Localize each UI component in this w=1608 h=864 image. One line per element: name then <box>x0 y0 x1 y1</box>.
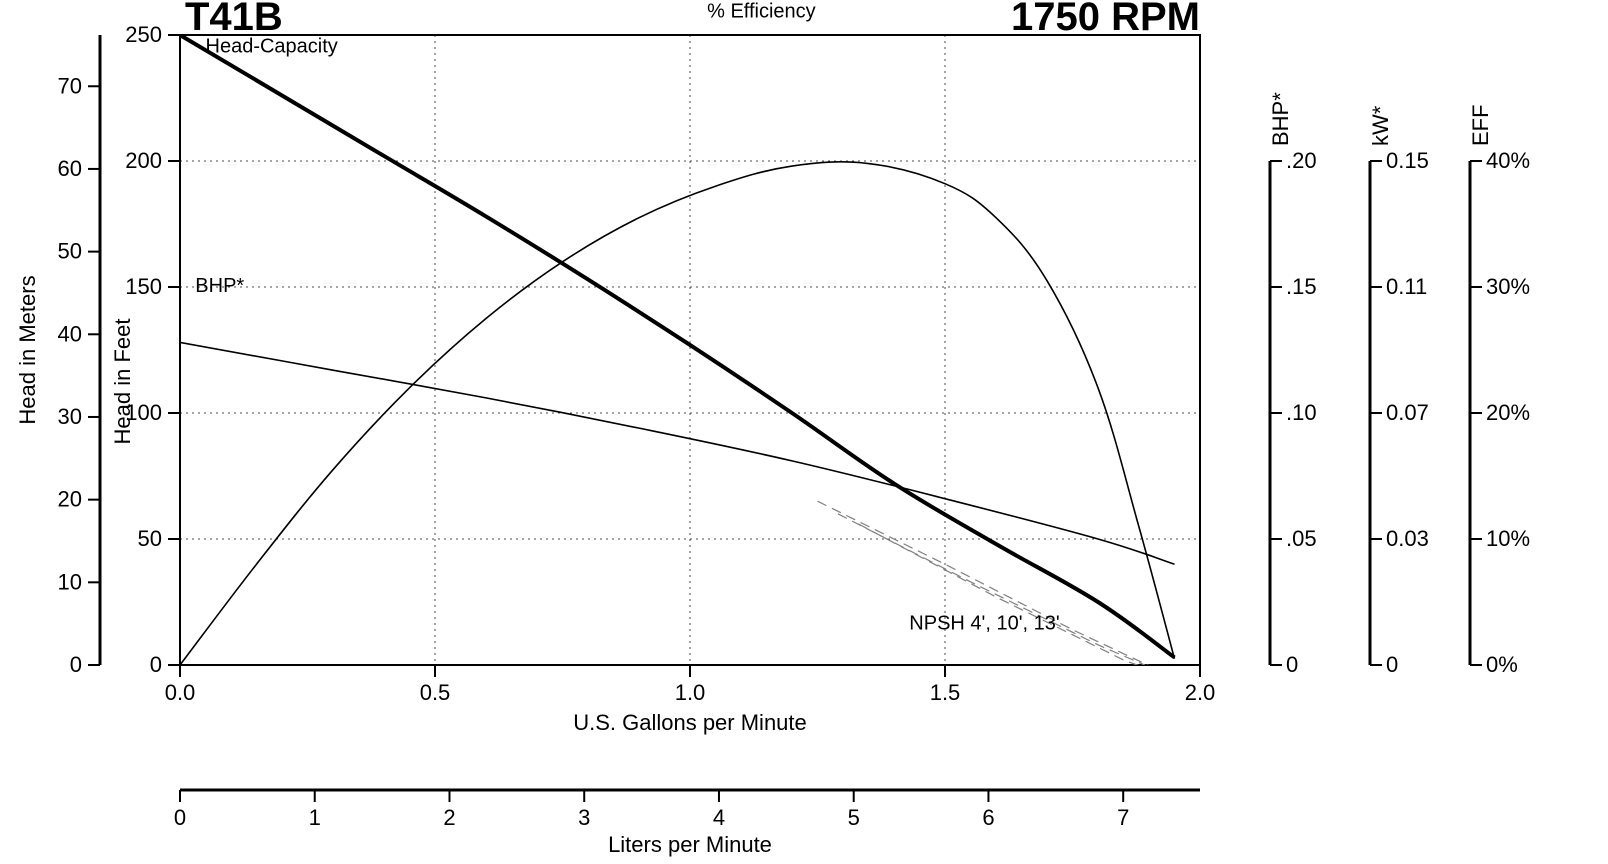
y-axis-label-meters: Head in Meters <box>15 275 40 424</box>
x2-tick-label: 2 <box>443 805 455 830</box>
y-bhp-tick-label: 0 <box>1286 652 1298 677</box>
y-eff-tick-label: 0% <box>1486 652 1518 677</box>
x-axis-label-gpm: U.S. Gallons per Minute <box>573 710 807 735</box>
y-eff-label: EFF <box>1468 104 1493 146</box>
y-feet-tick-label: 0 <box>150 652 162 677</box>
y-feet-tick-label: 250 <box>125 22 162 47</box>
y-kw-label: kW* <box>1368 105 1393 146</box>
y-bhp-tick-label: .20 <box>1286 148 1317 173</box>
y-kw-tick-label: 0.03 <box>1386 526 1429 551</box>
y-meters-tick-label: 20 <box>58 487 82 512</box>
y-eff-tick-label: 30% <box>1486 274 1530 299</box>
y-meters-tick-label: 60 <box>58 156 82 181</box>
y-bhp-tick-label: .15 <box>1286 274 1317 299</box>
chart-title-left: T41B <box>185 0 283 39</box>
y-kw-tick-label: 0.11 <box>1386 274 1427 299</box>
series-bhp <box>180 342 1175 564</box>
series-efficiency <box>180 162 1175 665</box>
y-bhp-label: BHP* <box>1268 92 1293 146</box>
x2-tick-label: 5 <box>848 805 860 830</box>
y-meters-tick-label: 0 <box>70 652 82 677</box>
y-meters-tick-label: 30 <box>58 404 82 429</box>
series-npsh-0 <box>818 501 1175 677</box>
pump-curve-chart: T41B 1750 RPM 0.0 0.5 1.0 1.5 2.0 U.S. Gallons … <box>0 0 1608 864</box>
chart-title-right: 1750 RPM <box>1011 0 1200 39</box>
x-tick-label: 0.0 <box>165 680 196 705</box>
y-meters-tick-label: 50 <box>58 239 82 264</box>
y-feet-tick-label: 50 <box>138 526 162 551</box>
x2-tick-label: 0 <box>174 805 186 830</box>
x2-tick-label: 1 <box>309 805 321 830</box>
label-efficiency: % Efficiency <box>707 0 816 22</box>
y-eff-tick-label: 10% <box>1486 526 1530 551</box>
y-axis-label-feet: Head in Feet <box>110 319 135 445</box>
x-axis-label-lpm: Liters per Minute <box>608 832 772 857</box>
y-kw-tick-label: 0 <box>1386 652 1398 677</box>
y-bhp-tick-label: .05 <box>1286 526 1317 551</box>
y-meters-tick-label: 40 <box>58 321 82 346</box>
y-kw-tick-label: 0.07 <box>1386 400 1429 425</box>
y-feet-tick-label: 200 <box>125 148 162 173</box>
label-bhp: BHP* <box>195 275 244 297</box>
y-feet-tick-label: 150 <box>125 274 162 299</box>
label-head-capacity: Head-Capacity <box>206 36 338 58</box>
x-tick-label: 0.5 <box>420 680 451 705</box>
y-meters-tick-label: 70 <box>58 73 82 98</box>
series-head-capacity <box>180 35 1175 657</box>
y-eff-tick-label: 20% <box>1486 400 1530 425</box>
y-kw-tick-label: 0.15 <box>1386 148 1429 173</box>
x2-tick-label: 4 <box>713 805 725 830</box>
x-tick-label: 1.5 <box>930 680 961 705</box>
x2-tick-label: 6 <box>982 805 994 830</box>
x2-tick-label: 3 <box>578 805 590 830</box>
x-tick-label: 2.0 <box>1185 680 1216 705</box>
y-eff-tick-label: 40% <box>1486 148 1530 173</box>
y-meters-tick-label: 10 <box>58 569 82 594</box>
x-tick-label: 1.0 <box>675 680 706 705</box>
x2-tick-label: 7 <box>1117 805 1129 830</box>
label-npsh: NPSH 4', 10', 13' <box>909 613 1059 635</box>
y-bhp-tick-label: .10 <box>1286 400 1317 425</box>
